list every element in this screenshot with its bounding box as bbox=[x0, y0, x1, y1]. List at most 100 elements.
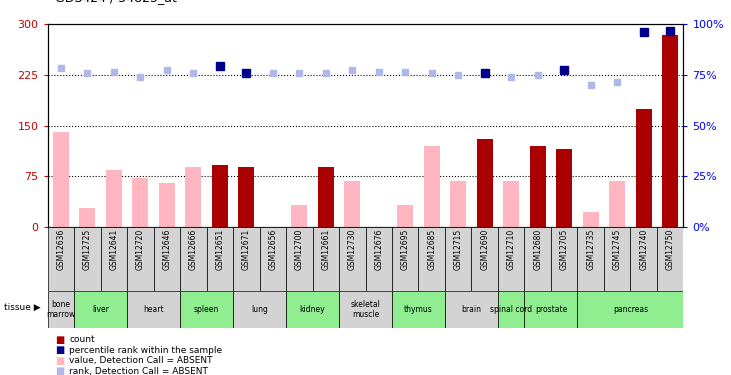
Text: count: count bbox=[69, 335, 95, 344]
Bar bbox=[657, 227, 683, 291]
Text: prostate: prostate bbox=[535, 305, 567, 314]
Bar bbox=[74, 227, 101, 291]
Text: pancreas: pancreas bbox=[613, 305, 648, 314]
Bar bbox=[286, 291, 339, 328]
Text: GSM12695: GSM12695 bbox=[401, 229, 410, 270]
Text: GSM12656: GSM12656 bbox=[268, 229, 277, 270]
Bar bbox=[577, 291, 683, 328]
Text: GSM12646: GSM12646 bbox=[162, 229, 171, 270]
Bar bbox=[610, 181, 625, 227]
Bar bbox=[180, 227, 207, 291]
Bar bbox=[525, 291, 577, 328]
Bar bbox=[48, 227, 74, 291]
Bar bbox=[233, 227, 260, 291]
Bar bbox=[238, 168, 254, 227]
Text: GSM12636: GSM12636 bbox=[56, 229, 65, 270]
Bar bbox=[74, 291, 127, 328]
Text: lung: lung bbox=[251, 305, 268, 314]
Text: ■: ■ bbox=[55, 345, 64, 355]
Bar bbox=[132, 178, 148, 227]
Text: ■: ■ bbox=[55, 335, 64, 345]
Bar bbox=[477, 139, 493, 227]
Bar bbox=[154, 227, 180, 291]
Bar bbox=[445, 227, 471, 291]
Bar bbox=[530, 146, 545, 227]
Bar bbox=[106, 170, 121, 227]
Text: tissue ▶: tissue ▶ bbox=[4, 303, 40, 312]
Text: GSM12745: GSM12745 bbox=[613, 229, 622, 270]
Text: GSM12720: GSM12720 bbox=[136, 229, 145, 270]
Bar bbox=[392, 291, 445, 328]
Bar bbox=[233, 291, 286, 328]
Text: GSM12725: GSM12725 bbox=[83, 229, 92, 270]
Text: GSM12715: GSM12715 bbox=[454, 229, 463, 270]
Text: heart: heart bbox=[143, 305, 164, 314]
Text: GSM12700: GSM12700 bbox=[295, 229, 304, 270]
Text: GSM12740: GSM12740 bbox=[639, 229, 648, 270]
Text: GSM12680: GSM12680 bbox=[533, 229, 542, 270]
Bar bbox=[445, 291, 498, 328]
Bar bbox=[630, 227, 657, 291]
Text: brain: brain bbox=[461, 305, 482, 314]
Text: GSM12730: GSM12730 bbox=[348, 229, 357, 270]
Text: GSM12705: GSM12705 bbox=[560, 229, 569, 270]
Text: ■: ■ bbox=[55, 366, 64, 375]
Bar bbox=[159, 183, 175, 227]
Bar bbox=[339, 227, 366, 291]
Text: spinal cord: spinal cord bbox=[491, 305, 532, 314]
Bar bbox=[318, 168, 333, 227]
Text: percentile rank within the sample: percentile rank within the sample bbox=[69, 346, 222, 355]
Text: GSM12750: GSM12750 bbox=[666, 229, 675, 270]
Text: rank, Detection Call = ABSENT: rank, Detection Call = ABSENT bbox=[69, 367, 208, 375]
Bar bbox=[313, 227, 339, 291]
Bar bbox=[101, 227, 127, 291]
Bar bbox=[662, 34, 678, 227]
Bar bbox=[450, 181, 466, 227]
Bar bbox=[525, 227, 551, 291]
Bar bbox=[498, 227, 524, 291]
Text: GSM12641: GSM12641 bbox=[109, 229, 118, 270]
Text: thymus: thymus bbox=[404, 305, 433, 314]
Text: GSM12676: GSM12676 bbox=[374, 229, 383, 270]
Bar bbox=[186, 168, 201, 227]
Bar bbox=[48, 291, 74, 328]
Text: GSM12671: GSM12671 bbox=[242, 229, 251, 270]
Bar bbox=[180, 291, 233, 328]
Bar bbox=[79, 208, 95, 227]
Bar bbox=[291, 205, 307, 227]
Bar bbox=[424, 146, 439, 227]
Text: GSM12661: GSM12661 bbox=[321, 229, 330, 270]
Text: bone
marrow: bone marrow bbox=[46, 300, 75, 319]
Bar bbox=[503, 181, 519, 227]
Text: value, Detection Call = ABSENT: value, Detection Call = ABSENT bbox=[69, 356, 213, 365]
Bar bbox=[127, 227, 154, 291]
Bar bbox=[127, 291, 180, 328]
Bar bbox=[419, 227, 445, 291]
Bar bbox=[471, 227, 498, 291]
Bar bbox=[583, 212, 599, 227]
Text: GSM12666: GSM12666 bbox=[189, 229, 198, 270]
Text: GSM12690: GSM12690 bbox=[480, 229, 489, 270]
Bar bbox=[339, 291, 392, 328]
Text: skeletal
muscle: skeletal muscle bbox=[351, 300, 380, 319]
Bar bbox=[392, 227, 418, 291]
Bar bbox=[398, 205, 413, 227]
Bar bbox=[344, 181, 360, 227]
Text: GSM12685: GSM12685 bbox=[427, 229, 436, 270]
Text: GSM12735: GSM12735 bbox=[586, 229, 595, 270]
Bar bbox=[604, 227, 630, 291]
Bar bbox=[636, 109, 652, 227]
Bar bbox=[498, 291, 524, 328]
Bar bbox=[366, 227, 392, 291]
Text: spleen: spleen bbox=[194, 305, 219, 314]
Text: GSM12651: GSM12651 bbox=[215, 229, 224, 270]
Bar bbox=[577, 227, 604, 291]
Text: liver: liver bbox=[92, 305, 109, 314]
Text: kidney: kidney bbox=[300, 305, 325, 314]
Text: GDS424 / 54825_at: GDS424 / 54825_at bbox=[55, 0, 177, 4]
Bar bbox=[53, 132, 69, 227]
Bar bbox=[556, 149, 572, 227]
Bar bbox=[260, 227, 286, 291]
Bar bbox=[207, 227, 233, 291]
Bar bbox=[551, 227, 577, 291]
